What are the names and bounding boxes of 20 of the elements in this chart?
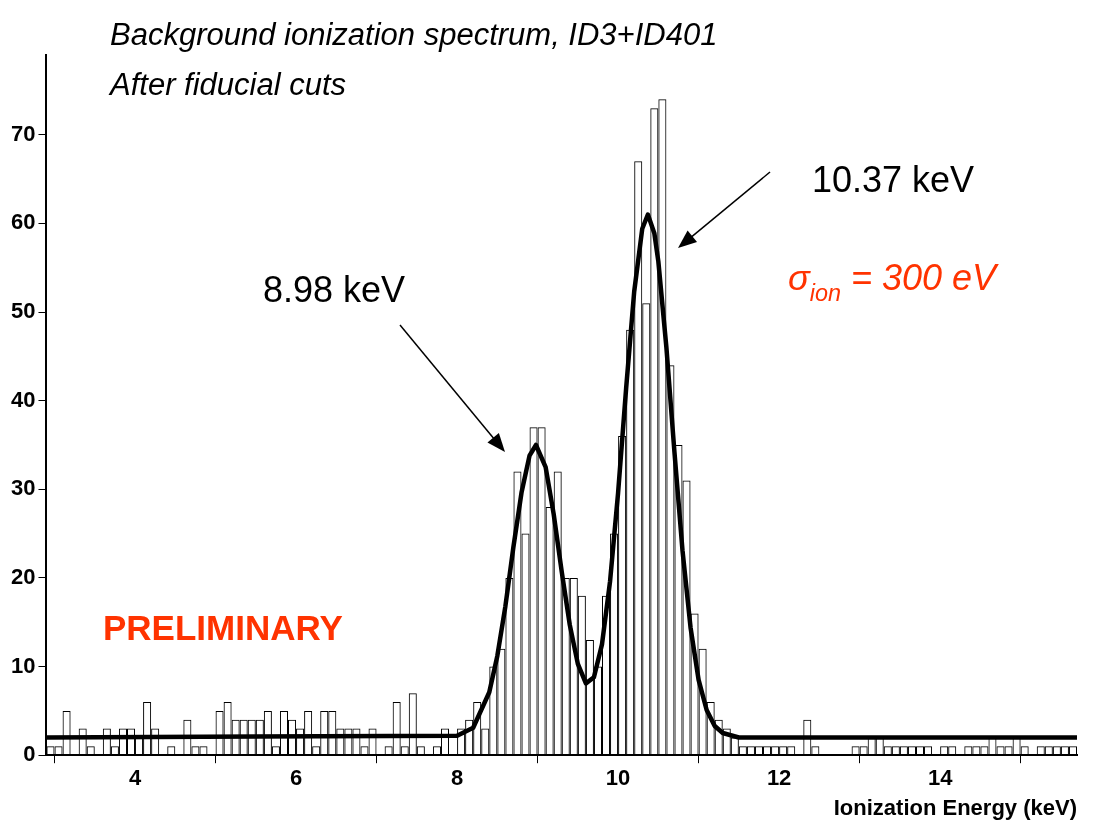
y-tick-label: 30: [10, 475, 36, 501]
y-tick-label: 0: [23, 741, 36, 767]
chart-subtitle: After fiducial cuts: [108, 67, 347, 102]
y-tick-label: 50: [10, 298, 36, 324]
annotation: 10.37 keV: [811, 159, 975, 200]
annotation: PRELIMINARY: [103, 608, 343, 647]
x-tick-label: 14: [927, 765, 954, 791]
x-axis-title: Ionization Energy (keV): [833, 794, 1077, 820]
x-tick-label: 6: [289, 765, 303, 791]
y-tick-label: 60: [10, 209, 36, 235]
y-tick-label: 10: [10, 652, 36, 678]
x-tick-label: 12: [766, 765, 792, 791]
y-tick-label: 20: [10, 564, 36, 589]
x-tick-label: 4: [128, 765, 142, 791]
annotation: 8.98 keV: [262, 269, 406, 310]
y-tick-label: 70: [10, 120, 36, 146]
y-tick-label: 40: [10, 386, 36, 412]
x-tick-label: 8: [450, 765, 464, 791]
chart-title: Background ionization spectrum, ID3+ID401: [110, 17, 718, 52]
x-tick-label: 10: [605, 765, 631, 791]
